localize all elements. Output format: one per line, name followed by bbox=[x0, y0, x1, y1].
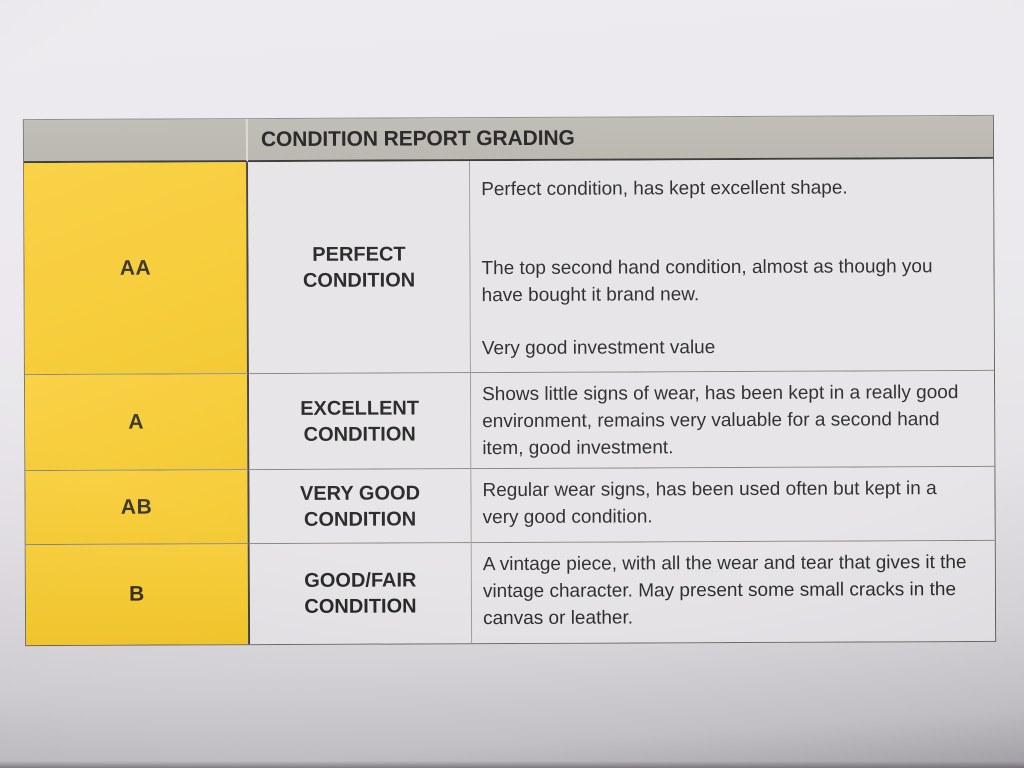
description-paragraph: The top second hand condition, almost as… bbox=[481, 256, 933, 307]
description-paragraph: Perfect condition, has kept excellent sh… bbox=[481, 177, 848, 201]
table-header: CONDITION REPORT GRADING bbox=[247, 115, 994, 163]
label-line: PERFECT bbox=[312, 242, 406, 266]
table-header-left-cell bbox=[23, 119, 249, 164]
description-paragraph: A vintage piece, with all the wear and t… bbox=[482, 552, 967, 630]
label-line: CONDITION bbox=[304, 595, 417, 618]
grade-code: AB bbox=[120, 495, 153, 519]
label-line: GOOD/FAIR bbox=[304, 569, 417, 592]
grade-cell-b: B bbox=[25, 544, 251, 646]
label-cell-good-fair-condition: GOOD/FAIR CONDITION bbox=[249, 543, 473, 645]
label-line: CONDITION bbox=[303, 422, 416, 446]
description-paragraph: Regular wear signs, has been used often … bbox=[482, 478, 937, 529]
grade-code: B bbox=[129, 582, 145, 606]
description-cell-aa: Perfect condition, has kept excellent sh… bbox=[470, 158, 994, 374]
description-paragraph: Shows little signs of wear, has been kep… bbox=[482, 382, 959, 460]
label-cell-excellent-condition: EXCELLENT CONDITION bbox=[248, 373, 472, 471]
grade-code: AA bbox=[119, 256, 152, 280]
description-paragraph: Very good investment value bbox=[481, 337, 716, 360]
grade-cell-aa: AA bbox=[24, 162, 249, 376]
grade-cell-ab: AB bbox=[25, 470, 250, 546]
description-cell-b: A vintage piece, with all the wear and t… bbox=[471, 540, 996, 644]
grade-cell-a: A bbox=[24, 374, 250, 472]
label-line: CONDITION bbox=[303, 507, 417, 531]
description-cell-a: Shows little signs of wear, has been kep… bbox=[470, 370, 995, 470]
label-line: CONDITION bbox=[302, 268, 416, 292]
condition-grading-table: CONDITION REPORT GRADING AA PERFECT COND… bbox=[22, 114, 997, 647]
label-line: VERY GOOD bbox=[299, 481, 421, 505]
label-line: EXCELLENT bbox=[300, 396, 420, 420]
table-title: CONDITION REPORT GRADING bbox=[260, 126, 575, 151]
label-cell-perfect-condition: PERFECT CONDITION bbox=[248, 161, 471, 375]
paper-bottom-edge bbox=[0, 761, 1024, 768]
description-cell-ab: Regular wear signs, has been used often … bbox=[471, 466, 995, 544]
label-cell-very-good-condition: VERY GOOD CONDITION bbox=[249, 469, 472, 545]
grade-code: A bbox=[128, 410, 145, 434]
